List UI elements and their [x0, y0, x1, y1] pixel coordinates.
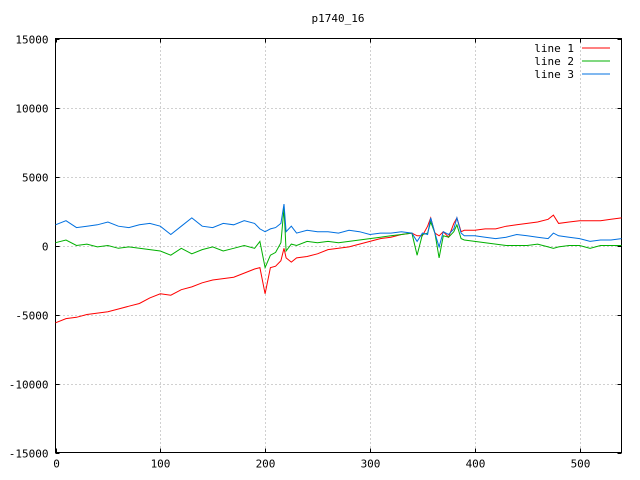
- axis-ticks: 0 100 200 300 400 500 -15000 -10000 -5000 0 5000 10…: [9, 34, 622, 471]
- x-tick-label: 200: [256, 458, 276, 471]
- x-tick-label: 0: [53, 458, 60, 471]
- x-tick-label: 100: [151, 458, 171, 471]
- y-tick-label: -15000: [9, 448, 49, 461]
- legend-label-3: line 3: [534, 68, 574, 81]
- y-tick-label: 0: [42, 241, 49, 254]
- chart-title: p1740_16: [312, 12, 365, 25]
- series-line-1: [55, 214, 622, 324]
- legend-label-1: line 1: [534, 42, 574, 55]
- y-tick-label: -5000: [15, 310, 48, 323]
- y-tick-label: -10000: [9, 379, 49, 392]
- x-tick-label: 500: [571, 458, 591, 471]
- y-tick-label: 5000: [22, 172, 49, 185]
- y-tick-label: 15000: [15, 34, 48, 47]
- legend-label-2: line 2: [534, 55, 574, 68]
- series-line-3: [55, 204, 622, 249]
- x-tick-label: 300: [361, 458, 381, 471]
- plot-area-frame: [55, 38, 622, 453]
- series-line-2: [55, 208, 622, 270]
- grid: [55, 38, 622, 453]
- series-group: [55, 204, 622, 324]
- x-tick-label: 400: [466, 458, 486, 471]
- y-tick-label: 10000: [15, 103, 48, 116]
